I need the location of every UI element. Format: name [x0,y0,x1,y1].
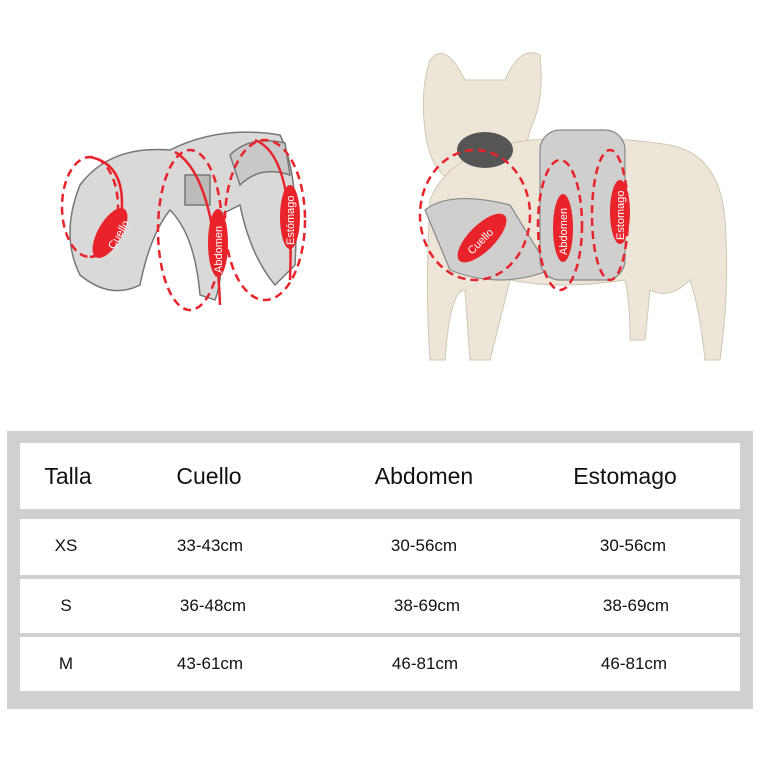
harness-illustration: Cuello Abdomen Estómago [60,131,307,312]
abdomen-cell: 30-56cm [390,536,458,555]
header-talla: Talla [44,463,92,489]
size-table: Talla Cuello Abdomen Estomago XS 33-43cm… [7,431,753,709]
table-header-row: Talla Cuello Abdomen Estomago [20,443,740,509]
header-cuello: Cuello [176,463,242,489]
table-row: S 36-48cm 38-69cm 38-69cm [20,579,740,633]
cuello-cell: 43-61cm [176,654,244,673]
size-cell: XS [54,536,78,555]
size-cell: M [58,654,74,673]
cuello-cell: 36-48cm [179,596,247,615]
harness-label-abdomen: Abdomen [213,226,225,273]
dog-photo: Cuello Abdomen Estomago [418,52,728,361]
estomago-cell: 38-69cm [602,596,670,615]
harness-label-estomago: Estómago [285,195,297,245]
table-row: XS 33-43cm 30-56cm 30-56cm [20,519,740,575]
header-estomago: Estomago [573,463,677,489]
dog-label-estomago: Estomago [615,190,627,240]
abdomen-cell: 46-81cm [391,654,459,673]
abdomen-cell: 38-69cm [393,596,461,615]
estomago-cell: 46-81cm [600,654,668,673]
dog-label-abdomen: Abdomen [558,208,570,255]
size-cell: S [60,596,72,615]
header-abdomen: Abdomen [374,463,474,489]
table-row: M 43-61cm 46-81cm 46-81cm [20,637,740,691]
estomago-cell: 30-56cm [599,536,667,555]
cuello-cell: 33-43cm [176,536,244,555]
